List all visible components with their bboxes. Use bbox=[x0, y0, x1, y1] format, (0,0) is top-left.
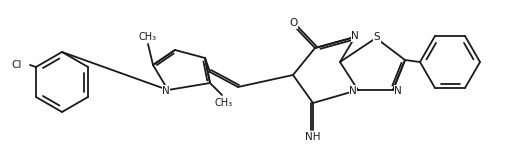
Text: NH: NH bbox=[305, 132, 320, 142]
Text: N: N bbox=[162, 86, 170, 96]
Text: O: O bbox=[289, 18, 297, 28]
Text: N: N bbox=[351, 31, 359, 41]
Text: CH₃: CH₃ bbox=[139, 32, 157, 42]
Text: N: N bbox=[394, 86, 402, 96]
Text: N: N bbox=[349, 86, 357, 96]
Text: O: O bbox=[289, 18, 297, 28]
Text: N: N bbox=[162, 86, 170, 96]
Text: NH: NH bbox=[305, 132, 320, 142]
Text: CH₃: CH₃ bbox=[215, 98, 233, 108]
Text: S: S bbox=[374, 32, 380, 42]
Text: Cl: Cl bbox=[12, 60, 22, 70]
